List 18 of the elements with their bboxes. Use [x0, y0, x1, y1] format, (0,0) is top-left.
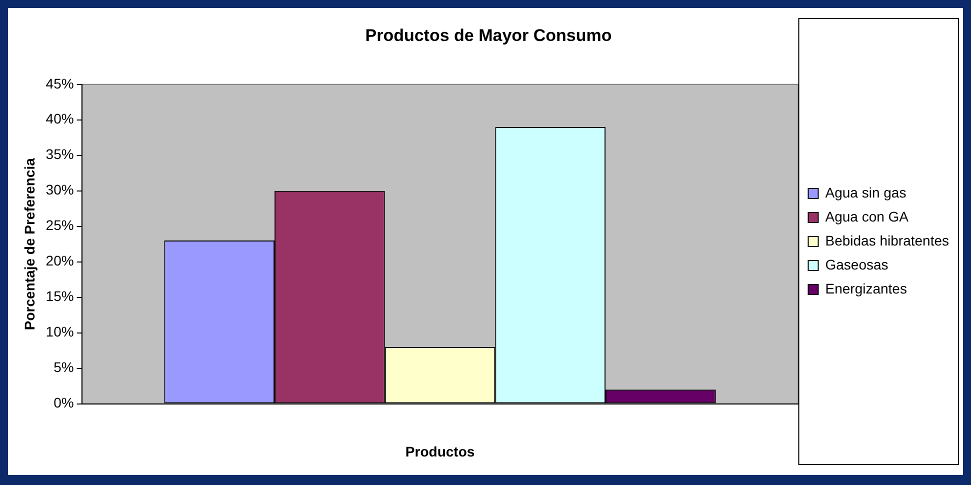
y-tick-label: 35% — [46, 146, 74, 162]
y-tick-label: 15% — [46, 288, 74, 304]
legend-label: Gaseosas — [825, 256, 888, 272]
y-tick-label: 30% — [46, 182, 74, 198]
y-tick-label: 10% — [46, 324, 74, 340]
x-axis-title: Productos — [405, 443, 475, 460]
legend-label: Energizantes — [825, 280, 907, 296]
y-tick-label: 45% — [46, 75, 74, 92]
legend-label: Agua sin gas — [825, 184, 906, 200]
y-tick-label: 0% — [54, 394, 74, 411]
y-tick-label: 20% — [46, 252, 74, 269]
y-axis-title: Porcentaje de Preferencia — [21, 158, 38, 330]
legend-label: Bebidas hibratentes — [825, 232, 950, 248]
y-tick-label: 40% — [46, 110, 74, 127]
legend-label: Agua con GA — [825, 208, 910, 224]
chart-title: Productos de Mayor Consumo — [365, 26, 612, 45]
y-tick-label: 5% — [54, 359, 74, 376]
y-tick-label: 25% — [46, 217, 74, 234]
